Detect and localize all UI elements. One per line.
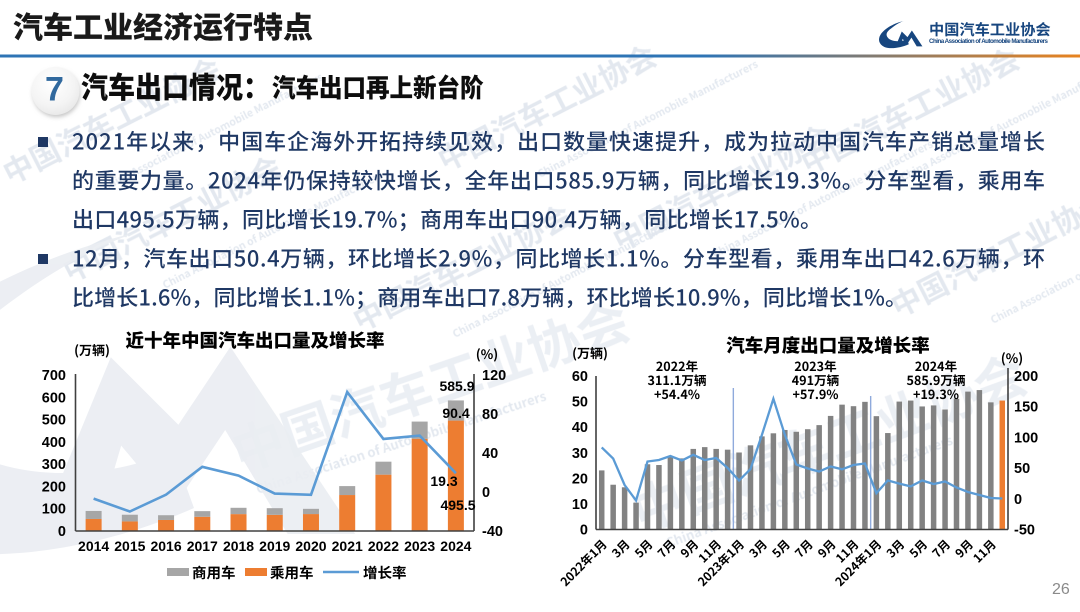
svg-text:2018: 2018 bbox=[223, 538, 254, 554]
svg-text:495.5: 495.5 bbox=[440, 497, 475, 513]
svg-text:-50: -50 bbox=[1014, 523, 1035, 539]
svg-text:2016: 2016 bbox=[150, 538, 181, 554]
svg-text:30: 30 bbox=[572, 446, 588, 462]
svg-text:60: 60 bbox=[572, 369, 588, 385]
svg-text:10: 10 bbox=[572, 497, 588, 513]
svg-text:-40: -40 bbox=[482, 524, 503, 540]
svg-text:2020: 2020 bbox=[295, 538, 326, 554]
svg-text:0: 0 bbox=[1014, 492, 1022, 508]
svg-text:100: 100 bbox=[1014, 430, 1038, 446]
svg-text:2014: 2014 bbox=[78, 538, 109, 554]
svg-text:80: 80 bbox=[482, 407, 498, 423]
svg-text:19.3: 19.3 bbox=[430, 473, 457, 489]
svg-text:20: 20 bbox=[572, 471, 588, 487]
svg-text:China Association of Automobil: China Association of Automobile Manufact… bbox=[929, 38, 1049, 45]
svg-text:2022: 2022 bbox=[368, 538, 399, 554]
svg-text:300: 300 bbox=[42, 457, 66, 473]
svg-text:2023: 2023 bbox=[404, 538, 435, 554]
svg-text:2021: 2021 bbox=[332, 538, 363, 554]
svg-text:585.9: 585.9 bbox=[439, 378, 474, 394]
svg-text:500: 500 bbox=[42, 413, 66, 429]
svg-text:0: 0 bbox=[580, 523, 588, 539]
svg-text:50: 50 bbox=[1014, 461, 1030, 477]
svg-text:0: 0 bbox=[482, 485, 490, 501]
svg-text:100: 100 bbox=[42, 502, 66, 518]
svg-text:2019: 2019 bbox=[259, 538, 290, 554]
svg-text:40: 40 bbox=[572, 420, 588, 436]
svg-text:7: 7 bbox=[45, 71, 64, 109]
svg-text:200: 200 bbox=[42, 479, 66, 495]
svg-text:400: 400 bbox=[42, 435, 66, 451]
svg-text:2024: 2024 bbox=[440, 538, 471, 554]
svg-text:120: 120 bbox=[482, 368, 506, 384]
svg-text:90.4: 90.4 bbox=[442, 405, 469, 421]
svg-text:2017: 2017 bbox=[187, 538, 218, 554]
svg-text:600: 600 bbox=[42, 390, 66, 406]
svg-text:40: 40 bbox=[482, 446, 498, 462]
svg-text:0: 0 bbox=[58, 524, 66, 540]
svg-text:200: 200 bbox=[1014, 369, 1038, 385]
svg-text:26: 26 bbox=[1052, 581, 1070, 598]
svg-text:700: 700 bbox=[42, 368, 66, 384]
svg-text:50: 50 bbox=[572, 395, 588, 411]
svg-text:150: 150 bbox=[1014, 400, 1038, 416]
svg-text:2015: 2015 bbox=[114, 538, 145, 554]
